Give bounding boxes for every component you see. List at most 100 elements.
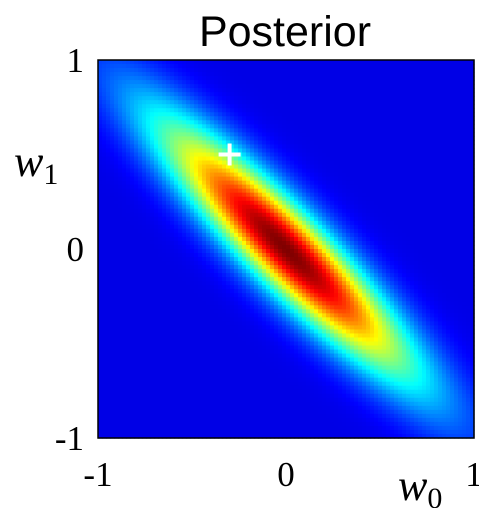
heatmap-cell (166, 104, 171, 109)
heatmap-cell (454, 152, 459, 158)
heatmap-cell (190, 104, 195, 109)
heatmap-cell (418, 128, 423, 133)
heatmap-cell (350, 204, 355, 210)
heatmap-cell (110, 84, 115, 89)
heatmap-cell (190, 120, 195, 125)
heatmap-cell (426, 148, 431, 154)
heatmap-cell (414, 240, 419, 246)
heatmap-cell (450, 180, 455, 186)
heatmap-cell (294, 188, 299, 194)
heatmap-cell (302, 68, 307, 73)
heatmap-cell (294, 152, 299, 158)
heatmap-cell (402, 184, 407, 190)
heatmap-cell (150, 88, 155, 93)
heatmap-cell (378, 112, 383, 117)
heatmap-cell (226, 269, 231, 274)
heatmap-cell (298, 224, 303, 230)
heatmap-cell (242, 60, 247, 65)
heatmap-cell (346, 220, 351, 226)
heatmap-cell (434, 200, 439, 206)
heatmap-cell (254, 257, 259, 262)
heatmap-cell (422, 184, 427, 190)
heatmap-cell (350, 261, 355, 266)
heatmap-cell (346, 216, 351, 222)
heatmap-cell (326, 216, 331, 222)
heatmap-cell (134, 64, 139, 69)
heatmap-cell (374, 216, 379, 222)
heatmap-cell (190, 100, 195, 105)
heatmap-cell (394, 124, 399, 129)
heatmap-cell (306, 212, 311, 218)
heatmap-cell (282, 140, 287, 146)
heatmap-cell (294, 108, 299, 113)
heatmap-cell (434, 160, 439, 166)
heatmap-cell (202, 184, 207, 190)
heatmap-cell (390, 60, 395, 65)
heatmap-cell (146, 253, 151, 258)
heatmap-cell (170, 184, 175, 190)
heatmap-cell (326, 220, 331, 226)
heatmap-cell (118, 116, 123, 121)
heatmap-cell (450, 68, 455, 73)
heatmap-cell (302, 261, 307, 266)
heatmap-cell (338, 148, 343, 154)
heatmap-cell (174, 184, 179, 190)
heatmap-cell (262, 244, 267, 250)
heatmap-cell (162, 188, 167, 194)
heatmap-cell (314, 140, 319, 146)
heatmap-cell (270, 100, 275, 105)
heatmap-cell (410, 128, 415, 133)
heatmap-cell (306, 120, 311, 125)
heatmap-cell (174, 68, 179, 73)
heatmap-cell (418, 140, 423, 146)
heatmap-cell (450, 100, 455, 105)
heatmap-cell (242, 148, 247, 154)
heatmap-cell (186, 136, 191, 142)
heatmap-cell (162, 96, 167, 101)
heatmap-cell (418, 92, 423, 97)
heatmap-cell (106, 72, 111, 77)
heatmap-cell (118, 144, 123, 150)
heatmap-cell (122, 204, 127, 210)
heatmap-cell (150, 64, 155, 69)
heatmap-cell (362, 224, 367, 230)
heatmap-cell (322, 168, 327, 174)
heatmap-cell (130, 236, 135, 242)
heatmap-cell (138, 132, 143, 137)
heatmap-cell (214, 136, 219, 142)
heatmap-cell (234, 265, 239, 270)
heatmap-cell (194, 192, 199, 198)
heatmap-cell (118, 112, 123, 117)
heatmap-cell (390, 216, 395, 222)
heatmap-cell (178, 160, 183, 166)
heatmap-cell (342, 152, 347, 158)
heatmap-cell (190, 152, 195, 158)
heatmap-cell (418, 144, 423, 150)
heatmap-cell (270, 236, 275, 242)
heatmap-cell (190, 72, 195, 77)
heatmap-cell (202, 64, 207, 69)
heatmap-cell (294, 236, 299, 242)
heatmap-cell (270, 148, 275, 154)
heatmap-cell (194, 180, 199, 186)
heatmap-cell (178, 84, 183, 89)
heatmap-cell (330, 140, 335, 146)
heatmap-cell (362, 104, 367, 109)
heatmap-cell (114, 168, 119, 174)
heatmap-cell (454, 84, 459, 89)
heatmap-cell (334, 180, 339, 186)
heatmap-cell (226, 84, 231, 89)
heatmap-cell (238, 236, 243, 242)
heatmap-cell (122, 172, 127, 178)
heatmap-cell (354, 216, 359, 222)
heatmap-cell (126, 156, 131, 162)
heatmap-cell (350, 224, 355, 230)
heatmap-cell (138, 116, 143, 121)
heatmap-cell (238, 257, 243, 262)
heatmap-cell (322, 220, 327, 226)
heatmap-cell (442, 140, 447, 146)
heatmap-cell (154, 184, 159, 190)
heatmap-cell (314, 76, 319, 81)
heatmap-cell (146, 68, 151, 73)
heatmap-cell (110, 152, 115, 158)
